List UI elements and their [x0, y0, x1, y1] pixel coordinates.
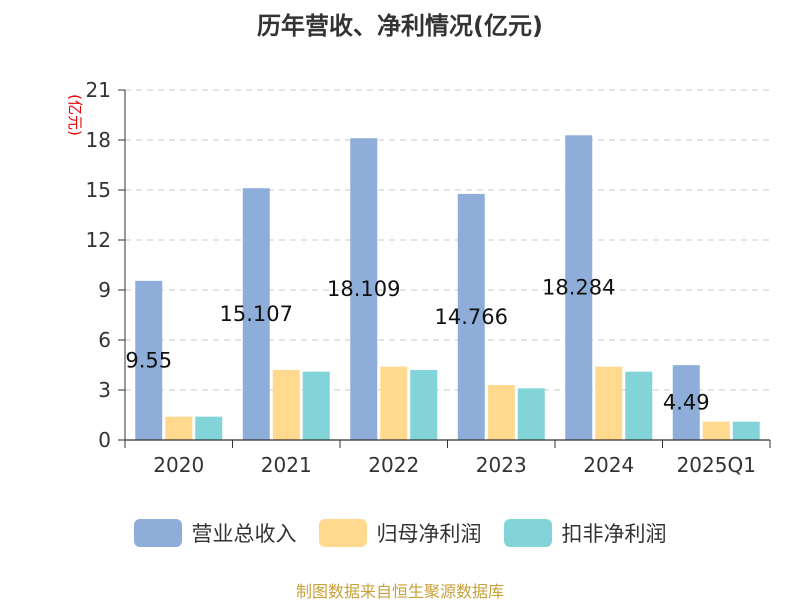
x-tick-label: 2020: [153, 453, 204, 477]
legend-label-revenue: 营业总收入: [191, 522, 297, 546]
x-tick-label: 2023: [476, 453, 527, 477]
bar: [165, 416, 193, 440]
legend-swatch-net-profit-parent: [318, 519, 367, 547]
bar: [702, 421, 730, 440]
axes: 0 3 6 9 12 15 18 21(亿元) 2020 2021 2022 2023 2024 2025…: [66, 78, 771, 477]
legend-label-net-profit-parent: 归母净利润: [376, 522, 482, 546]
bar: [195, 416, 223, 440]
bars: [135, 135, 760, 440]
y-tick-label: 18: [86, 128, 111, 152]
bar: [517, 388, 545, 440]
source-footer: 制图数据来自恒生聚源数据库: [295, 582, 504, 601]
grid-lines: [125, 89, 770, 391]
y-tick-label: 6: [98, 328, 111, 352]
y-axis-label: (亿元): [66, 94, 84, 136]
data-label: 18.109: [327, 277, 400, 301]
chart-title: 历年营收、净利情况(亿元): [257, 12, 543, 40]
y-tick-label: 21: [86, 78, 111, 102]
legend-item-net-profit-deducted[interactable]: 扣非净利润: [503, 518, 667, 548]
bar: [380, 366, 408, 440]
data-label: 15.107: [220, 302, 293, 326]
y-tick-label: 3: [98, 378, 111, 402]
bar: [410, 370, 438, 440]
x-tick-label: 2021: [261, 453, 312, 477]
legend-label-net-profit-deducted: 扣非净利润: [561, 522, 667, 546]
legend-item-net-profit-parent[interactable]: 归母净利润: [318, 518, 482, 548]
bar: [272, 370, 300, 440]
bar: [350, 138, 378, 440]
legend-swatch-net-profit-deducted: [503, 519, 552, 547]
bar: [625, 371, 653, 440]
bar: [732, 421, 760, 440]
bar: [595, 366, 623, 440]
legend-swatch-revenue: [133, 519, 182, 547]
legend-item-revenue[interactable]: 营业总收入: [133, 518, 297, 548]
x-tick-label: 2022: [368, 453, 419, 477]
data-label: 9.55: [125, 348, 172, 372]
bar: [242, 188, 270, 440]
bar: [302, 371, 330, 440]
x-tick-label: 2025Q1: [677, 453, 756, 477]
y-tick-label: 0: [98, 428, 111, 452]
data-label: 14.766: [435, 305, 508, 329]
bar: [135, 280, 163, 440]
bar: [565, 135, 593, 440]
y-tick-label: 15: [86, 178, 111, 202]
data-labels: 9.55 15.107 18.109 14.766 18.284 4.49: [125, 276, 709, 415]
legend: 营业总收入 归母净利润 扣非净利润: [0, 518, 800, 548]
bar: [672, 365, 700, 440]
bar: [457, 193, 485, 440]
y-tick-label: 12: [86, 228, 111, 252]
bar: [487, 385, 515, 440]
x-tick-label: 2024: [583, 453, 634, 477]
data-label: 4.49: [663, 391, 710, 415]
y-tick-label: 9: [98, 278, 111, 302]
data-label: 18.284: [542, 276, 615, 300]
